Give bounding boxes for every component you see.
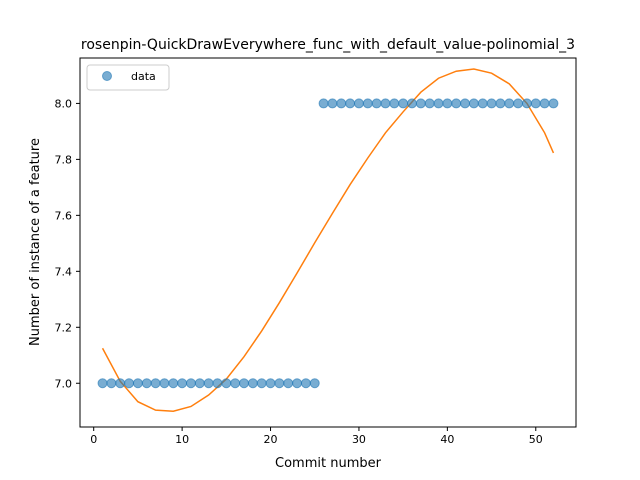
data-point: [425, 99, 434, 108]
data-point: [116, 379, 125, 388]
y-tick-label: 7.2: [55, 321, 73, 334]
data-point: [416, 99, 425, 108]
x-tick-label: 10: [175, 433, 189, 446]
data-point: [301, 379, 310, 388]
data-point: [461, 99, 470, 108]
data-point: [487, 99, 496, 108]
data-point: [319, 99, 328, 108]
data-point: [169, 379, 178, 388]
data-point: [549, 99, 558, 108]
data-point: [142, 379, 151, 388]
legend-box: [87, 65, 169, 90]
data-point: [151, 379, 160, 388]
data-point: [293, 379, 302, 388]
data-point: [195, 379, 204, 388]
data-point: [266, 379, 275, 388]
data-point: [407, 99, 416, 108]
data-point: [514, 99, 523, 108]
data-point: [284, 379, 293, 388]
data-point: [469, 99, 478, 108]
data-point: [390, 99, 399, 108]
chart-title: rosenpin-QuickDrawEverywhere_func_with_d…: [81, 37, 575, 53]
data-point: [478, 99, 487, 108]
data-point: [257, 379, 266, 388]
y-tick-label: 7.6: [55, 209, 73, 222]
data-point: [222, 379, 231, 388]
data-point: [328, 99, 337, 108]
data-point: [178, 379, 187, 388]
data-point: [125, 379, 134, 388]
data-point: [133, 379, 142, 388]
x-tick-label: 40: [440, 433, 454, 446]
data-point: [540, 99, 549, 108]
data-point: [496, 99, 505, 108]
legend-marker-data: [103, 72, 112, 81]
data-point: [452, 99, 461, 108]
plot-area: [80, 58, 576, 427]
y-tick-label: 7.8: [55, 153, 73, 166]
data-point: [98, 379, 107, 388]
data-point: [372, 99, 381, 108]
data-point: [204, 379, 213, 388]
data-point: [399, 99, 408, 108]
x-tick-label: 50: [529, 433, 543, 446]
data-point: [310, 379, 319, 388]
data-point: [275, 379, 284, 388]
data-point: [107, 379, 116, 388]
data-point: [434, 99, 443, 108]
data-point: [213, 379, 222, 388]
data-point: [186, 379, 195, 388]
y-tick-label: 7.4: [55, 265, 73, 278]
data-point: [337, 99, 346, 108]
data-point: [160, 379, 169, 388]
x-axis-label: Commit number: [275, 456, 382, 471]
legend-label-data: data: [131, 70, 156, 83]
data-point: [231, 379, 240, 388]
data-point: [522, 99, 531, 108]
data-point: [248, 379, 257, 388]
y-tick-label: 7.0: [55, 377, 73, 390]
y-tick-label: 8.0: [55, 97, 73, 110]
data-point: [381, 99, 390, 108]
data-point: [354, 99, 363, 108]
data-point: [505, 99, 514, 108]
x-tick-label: 30: [352, 433, 366, 446]
data-point: [363, 99, 372, 108]
data-point: [531, 99, 540, 108]
legend: data: [87, 65, 169, 90]
data-point: [443, 99, 452, 108]
x-tick-label: 0: [90, 433, 97, 446]
data-point: [240, 379, 249, 388]
x-tick-label: 20: [264, 433, 278, 446]
y-axis-label: Number of instance of a feature: [28, 138, 43, 346]
data-point: [346, 99, 355, 108]
